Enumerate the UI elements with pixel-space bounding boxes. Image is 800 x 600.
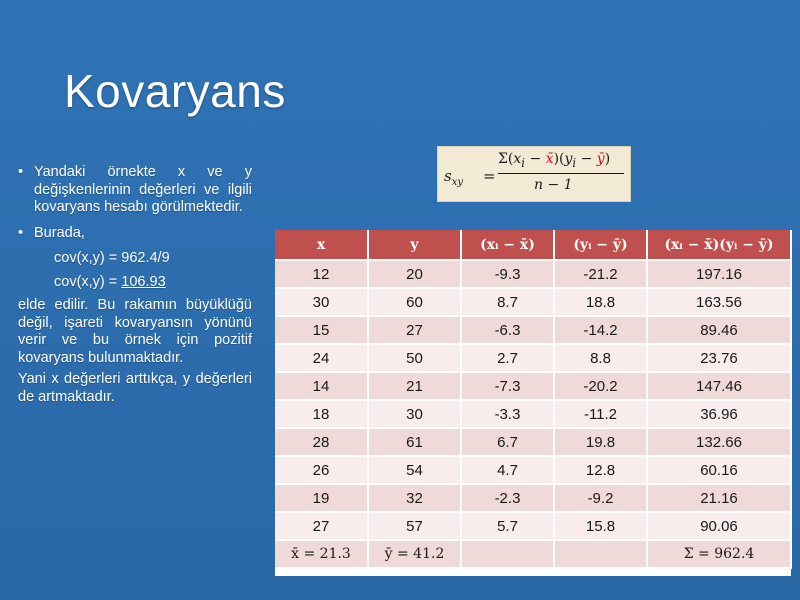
- header-y: y: [368, 230, 462, 261]
- cell-y: 27: [368, 316, 462, 345]
- covariance-formula: sxy = Σ(xi − x̄)(yi − ȳ) n − 1: [437, 146, 631, 202]
- table-row: 26 54 4.7 12.8 60.16: [275, 456, 792, 485]
- conclusion-paragraph: Yani x değerleri arttıkça, y değerleri d…: [18, 371, 252, 405]
- table-row: 27 57 5.7 15.8 90.06: [275, 512, 792, 541]
- cov-line-2: cov(x,y) = 106.93: [18, 274, 252, 292]
- cell-product: 21.16: [647, 484, 792, 513]
- cell-product: 23.76: [647, 344, 792, 373]
- table-row: 12 20 -9.3 -21.2 197.16: [275, 260, 792, 289]
- cell-x: 27: [275, 512, 369, 541]
- table-header-row: x y (xᵢ − x̄) (yᵢ − ȳ) (xᵢ − x̄)(yᵢ − ȳ): [275, 230, 792, 261]
- cov-line-1: cov(x,y) = 962.4/9: [54, 250, 170, 266]
- cell-y: 32: [368, 484, 462, 513]
- formula-numerator: Σ(xi − x̄)(yi − ȳ): [498, 151, 611, 170]
- slide-title: Kovaryans: [64, 65, 286, 117]
- footer-sum: Σ = 962.4: [647, 540, 792, 569]
- footer-empty-1: [461, 540, 555, 569]
- cell-y: 57: [368, 512, 462, 541]
- cell-y-deviation: -14.2: [554, 316, 648, 345]
- cell-y-deviation: 12.8: [554, 456, 648, 485]
- cov-line-2-prefix: cov(x,y) =: [54, 273, 122, 290]
- table-row: 28 61 6.7 19.8 132.66: [275, 428, 792, 457]
- table-row: 19 32 -2.3 -9.2 21.16: [275, 484, 792, 513]
- cell-x-deviation: 5.7: [461, 512, 555, 541]
- cell-product: 90.06: [647, 512, 792, 541]
- table-row: 15 27 -6.3 -14.2 89.46: [275, 316, 792, 345]
- formula-equals: =: [483, 167, 496, 185]
- table-row: 30 60 8.7 18.8 163.56: [275, 288, 792, 317]
- cell-product: 147.46: [647, 372, 792, 401]
- header-product: (xᵢ − x̄)(yᵢ − ȳ): [647, 230, 792, 261]
- cell-y: 30: [368, 400, 462, 429]
- cov-result: 106.93: [121, 273, 166, 290]
- cell-y-deviation: -20.2: [554, 372, 648, 401]
- cell-product: 197.16: [647, 260, 792, 289]
- header-x: x: [275, 230, 369, 261]
- table-footer-row: x̄ = 21.3 ȳ = 41.2 Σ = 962.4: [275, 540, 792, 569]
- cell-y: 50: [368, 344, 462, 373]
- cell-x: 12: [275, 260, 369, 289]
- cell-x-deviation: -9.3: [461, 260, 555, 289]
- cell-x: 15: [275, 316, 369, 345]
- footer-y-mean: ȳ = 41.2: [368, 540, 462, 569]
- cell-y-deviation: 19.8: [554, 428, 648, 457]
- cell-x: 30: [275, 288, 369, 317]
- formula-denominator: n − 1: [534, 177, 573, 193]
- covariance-table: x y (xᵢ − x̄) (yᵢ − ȳ) (xᵢ − x̄)(yᵢ − ȳ)…: [275, 230, 792, 576]
- cell-x-deviation: 8.7: [461, 288, 555, 317]
- cell-y-deviation: 18.8: [554, 288, 648, 317]
- cell-x: 19: [275, 484, 369, 513]
- cell-product: 36.96: [647, 400, 792, 429]
- cell-x-deviation: -2.3: [461, 484, 555, 513]
- cell-x: 28: [275, 428, 369, 457]
- cell-x-deviation: -7.3: [461, 372, 555, 401]
- cell-product: 60.16: [647, 456, 792, 485]
- cell-x: 14: [275, 372, 369, 401]
- formula-fraction-bar: [498, 173, 624, 174]
- cell-product: 132.66: [647, 428, 792, 457]
- table-row: 18 30 -3.3 -11.2 36.96: [275, 400, 792, 429]
- cell-y: 20: [368, 260, 462, 289]
- cell-x: 18: [275, 400, 369, 429]
- bullet-burada: Burada,: [18, 225, 252, 243]
- cell-x: 24: [275, 344, 369, 373]
- slide-body: Yandaki örnekte x ve y değişkenlerinin d…: [18, 164, 252, 410]
- cell-y: 21: [368, 372, 462, 401]
- cell-x-deviation: -3.3: [461, 400, 555, 429]
- table-row: 24 50 2.7 8.8 23.76: [275, 344, 792, 373]
- cell-product: 163.56: [647, 288, 792, 317]
- cell-y-deviation: -9.2: [554, 484, 648, 513]
- header-y-deviation: (yᵢ − ȳ): [554, 230, 648, 261]
- cell-y: 61: [368, 428, 462, 457]
- footer-empty-2: [554, 540, 648, 569]
- bullet-intro: Yandaki örnekte x ve y değişkenlerinin d…: [18, 164, 252, 217]
- cell-y-deviation: 15.8: [554, 512, 648, 541]
- cell-x-deviation: -6.3: [461, 316, 555, 345]
- data-table: x y (xᵢ − x̄) (yᵢ − ȳ) (xᵢ − x̄)(yᵢ − ȳ)…: [275, 230, 792, 569]
- cell-y-deviation: -21.2: [554, 260, 648, 289]
- cell-x: 26: [275, 456, 369, 485]
- cell-y: 60: [368, 288, 462, 317]
- cell-y-deviation: -11.2: [554, 400, 648, 429]
- cell-y-deviation: 8.8: [554, 344, 648, 373]
- cell-product: 89.46: [647, 316, 792, 345]
- cell-x-deviation: 2.7: [461, 344, 555, 373]
- cell-x-deviation: 6.7: [461, 428, 555, 457]
- table-row: 14 21 -7.3 -20.2 147.46: [275, 372, 792, 401]
- formula-lhs: sxy: [444, 167, 463, 188]
- cell-y: 54: [368, 456, 462, 485]
- header-x-deviation: (xᵢ − x̄): [461, 230, 555, 261]
- cell-x-deviation: 4.7: [461, 456, 555, 485]
- explanation-paragraph: elde edilir. Bu rakamın büyüklüğü değil,…: [18, 297, 252, 366]
- footer-x-mean: x̄ = 21.3: [275, 540, 369, 569]
